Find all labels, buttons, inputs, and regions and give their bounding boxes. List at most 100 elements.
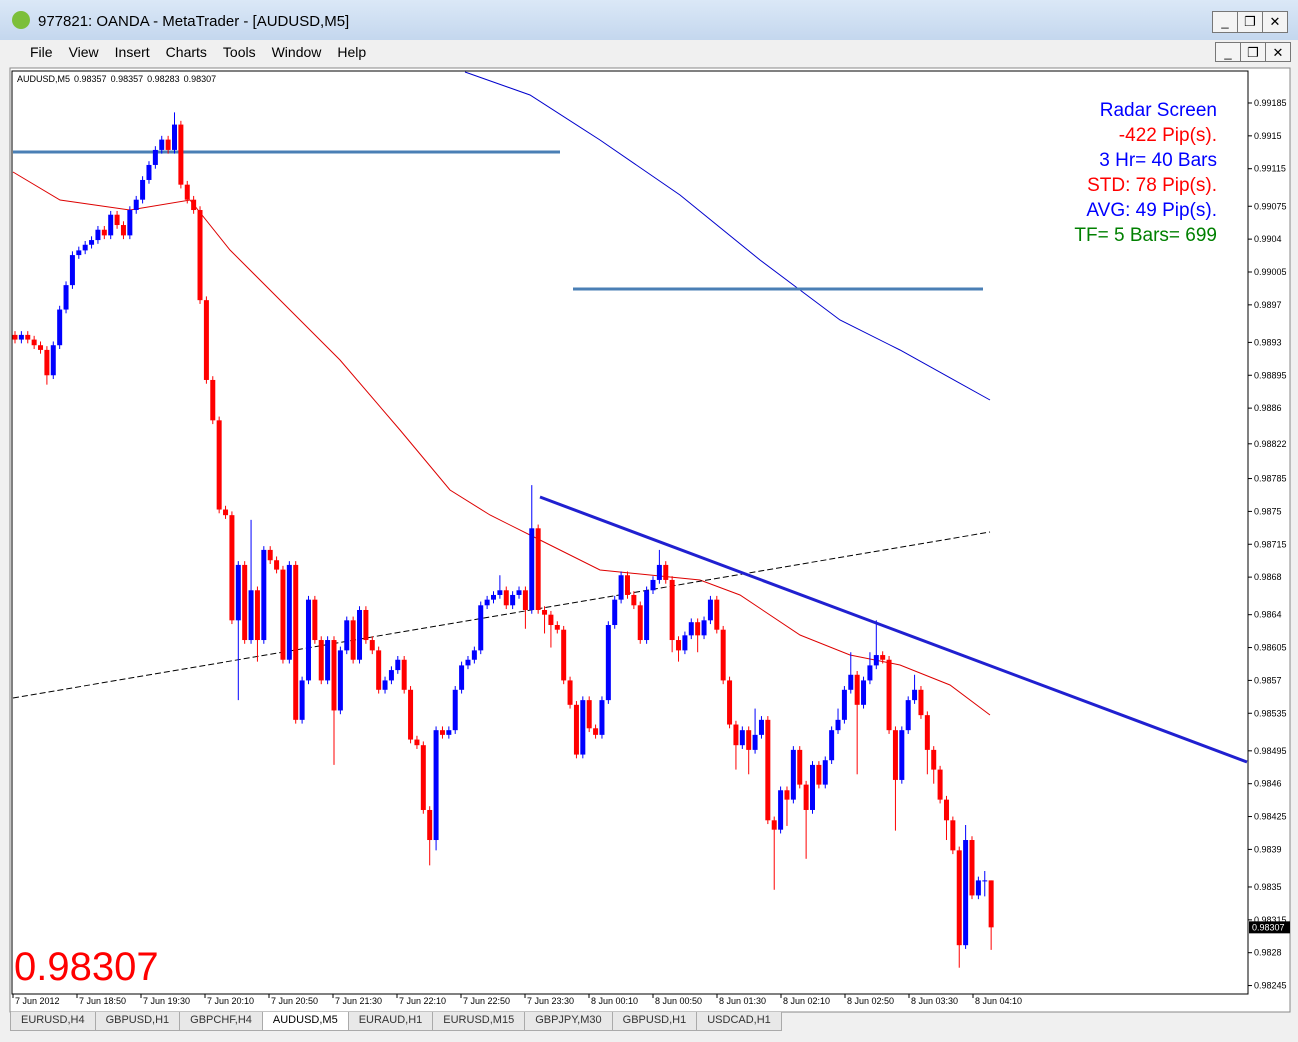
- y-tick-label: 0.98245: [1254, 981, 1287, 991]
- x-tick-label: 8 Jun 03:30: [911, 996, 958, 1006]
- candle-body: [452, 689, 458, 731]
- symbol: AUDUSD,M5: [17, 74, 70, 84]
- chart-tab[interactable]: EURUSD,M15: [432, 1012, 526, 1031]
- last-price-label: 0.98307: [1252, 922, 1285, 932]
- child-restore[interactable]: ❐: [1240, 42, 1266, 62]
- candle-body: [235, 564, 241, 621]
- candle-body: [503, 590, 509, 606]
- candle-body: [38, 345, 44, 350]
- chart-tab[interactable]: EURAUD,H1: [347, 1012, 434, 1031]
- candle-body: [612, 599, 618, 626]
- candle-body: [580, 700, 586, 755]
- menu-item[interactable]: View: [68, 44, 99, 60]
- candle-body: [663, 564, 669, 580]
- menu-item[interactable]: Charts: [165, 44, 207, 60]
- candle-body: [548, 614, 554, 626]
- candle-body: [765, 719, 771, 821]
- y-tick-label: 0.9868: [1254, 572, 1282, 582]
- y-tick-label: 0.98715: [1254, 539, 1287, 549]
- child-close[interactable]: ✕: [1265, 42, 1291, 62]
- chart-tab[interactable]: AUDUSD,M5: [261, 1012, 349, 1031]
- close-button[interactable]: ✕: [1262, 11, 1288, 33]
- candle-body: [593, 728, 599, 735]
- candle-body: [720, 629, 726, 681]
- candle-body: [261, 549, 267, 641]
- candle-body: [924, 715, 930, 750]
- candle-body: [191, 199, 197, 211]
- candle-body: [892, 730, 898, 780]
- moving-average: [12, 171, 991, 716]
- candle-body: [312, 599, 318, 641]
- y-tick-label: 0.98895: [1254, 370, 1287, 380]
- chart-tab[interactable]: GBPUSD,H1: [94, 1012, 181, 1031]
- candle-body: [133, 199, 139, 211]
- candle-body: [31, 339, 37, 346]
- trend-line: [539, 495, 1248, 764]
- minimize-button[interactable]: _: [1212, 11, 1238, 33]
- x-tick-label: 7 Jun 20:50: [271, 996, 318, 1006]
- header-price: 0.98283: [147, 74, 180, 84]
- x-tick-label: 7 Jun 22:10: [399, 996, 446, 1006]
- candle-body: [165, 139, 171, 150]
- candle-body: [420, 745, 426, 810]
- title-bar: 977821: OANDA - MetaTrader - [AUDUSD,M5]…: [0, 0, 1298, 41]
- big-price: 0.98307: [14, 945, 159, 989]
- restore-button[interactable]: ❐: [1237, 11, 1263, 33]
- candle-body: [363, 609, 369, 641]
- candle-body: [899, 730, 905, 780]
- y-tick-label: 0.99115: [1254, 164, 1286, 174]
- menu-item[interactable]: Tools: [222, 44, 256, 60]
- menu-item[interactable]: Help: [337, 44, 367, 60]
- candle-body: [810, 764, 815, 810]
- candle-body: [140, 179, 146, 200]
- y-tick-label: 0.9857: [1254, 675, 1282, 685]
- menu-item[interactable]: Insert: [114, 44, 150, 60]
- candle-body: [739, 730, 745, 746]
- y-tick-label: 0.9835: [1254, 882, 1282, 892]
- chart-tab[interactable]: GBPCHF,H4: [179, 1012, 263, 1031]
- chart-tab[interactable]: EURUSD,H4: [10, 1012, 96, 1031]
- candle-body: [152, 149, 158, 165]
- candle-body: [146, 164, 152, 180]
- candle-body: [510, 594, 516, 606]
- chart-tab[interactable]: GBPUSD,H1: [611, 1012, 698, 1031]
- menu-item[interactable]: Window: [271, 44, 322, 60]
- candle-body: [695, 622, 701, 636]
- y-tick-label: 0.98822: [1254, 439, 1287, 449]
- candle-body: [790, 749, 796, 800]
- regression-line: [12, 531, 991, 699]
- y-tick-label: 0.99005: [1254, 267, 1287, 277]
- candle-body: [950, 820, 956, 851]
- candle-body: [918, 689, 924, 716]
- candle-body: [210, 379, 216, 421]
- y-tick-label: 0.9864: [1254, 610, 1282, 620]
- x-tick-label: 7 Jun 20:10: [207, 996, 254, 1006]
- candle-body: [912, 689, 918, 701]
- candle-body: [491, 594, 496, 600]
- candle-body: [931, 749, 937, 770]
- chart-tab[interactable]: GBPJPY,M30: [524, 1012, 613, 1031]
- candle-body: [835, 719, 841, 731]
- x-tick-label: 8 Jun 00:10: [591, 996, 638, 1006]
- candle-body: [223, 509, 229, 516]
- y-tick-label: 0.98315: [1254, 915, 1287, 925]
- radar-text: -422 Pip(s).: [1119, 125, 1217, 146]
- menu-item[interactable]: File: [30, 44, 53, 60]
- candle-body: [50, 345, 56, 376]
- candle-body: [459, 665, 465, 690]
- candle-body: [861, 680, 867, 705]
- child-minimize[interactable]: _: [1215, 42, 1241, 62]
- candle-body: [567, 680, 573, 705]
- candle-body: [197, 210, 203, 301]
- candle-body: [727, 680, 733, 725]
- chart-tab[interactable]: USDCAD,H1: [696, 1012, 782, 1031]
- candle-body: [873, 655, 879, 666]
- header-price: 0.98307: [184, 74, 217, 84]
- radar-text: 3 Hr= 40 Bars: [1099, 150, 1217, 171]
- candle-body: [382, 680, 388, 690]
- candle-body: [299, 680, 305, 720]
- candle-body: [484, 599, 490, 606]
- candle-body: [797, 749, 803, 785]
- candle-body: [108, 214, 114, 236]
- x-tick-label: 8 Jun 02:50: [847, 996, 894, 1006]
